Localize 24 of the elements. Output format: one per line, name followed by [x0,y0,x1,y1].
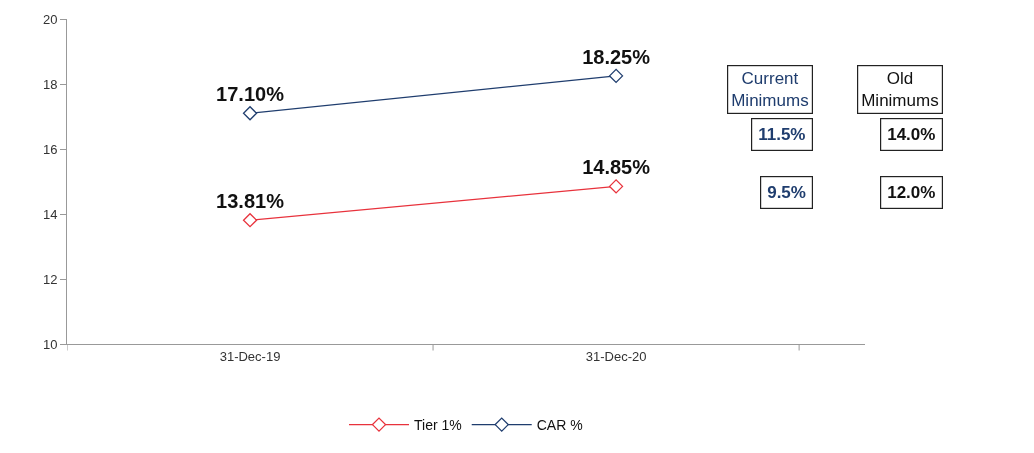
text: 12.0% [887,183,936,203]
data-label: 17.10% [216,83,285,105]
data-label: 13.81% [216,189,285,212]
y-tick-label: 12 [42,271,58,287]
text: 14.0% [887,125,936,145]
annotation: Old Minimums [861,69,939,111]
annotation: 11.5% [758,125,806,145]
point [608,179,624,194]
y-tick-label: 18 [42,76,58,92]
annotation: Current Minimums [731,69,809,111]
data-label: 18.25% [582,45,651,68]
point [242,213,258,228]
data-label: 14.85% [582,156,651,179]
y-tick-label: 16 [42,141,58,157]
legend-label: Tier 1% [414,417,462,434]
annotation: 9.5% [767,183,806,203]
y-tick-label: 10 [42,336,58,352]
legend-label: CAR % [536,417,583,434]
point [242,106,258,121]
y-tick-label: 14 [42,206,58,222]
point [608,68,624,84]
x-tick-label: 31-Dec-19 [219,348,281,364]
x-tick-label: 31-Dec-20 [585,348,647,364]
y-tick-label: 20 [42,11,58,27]
